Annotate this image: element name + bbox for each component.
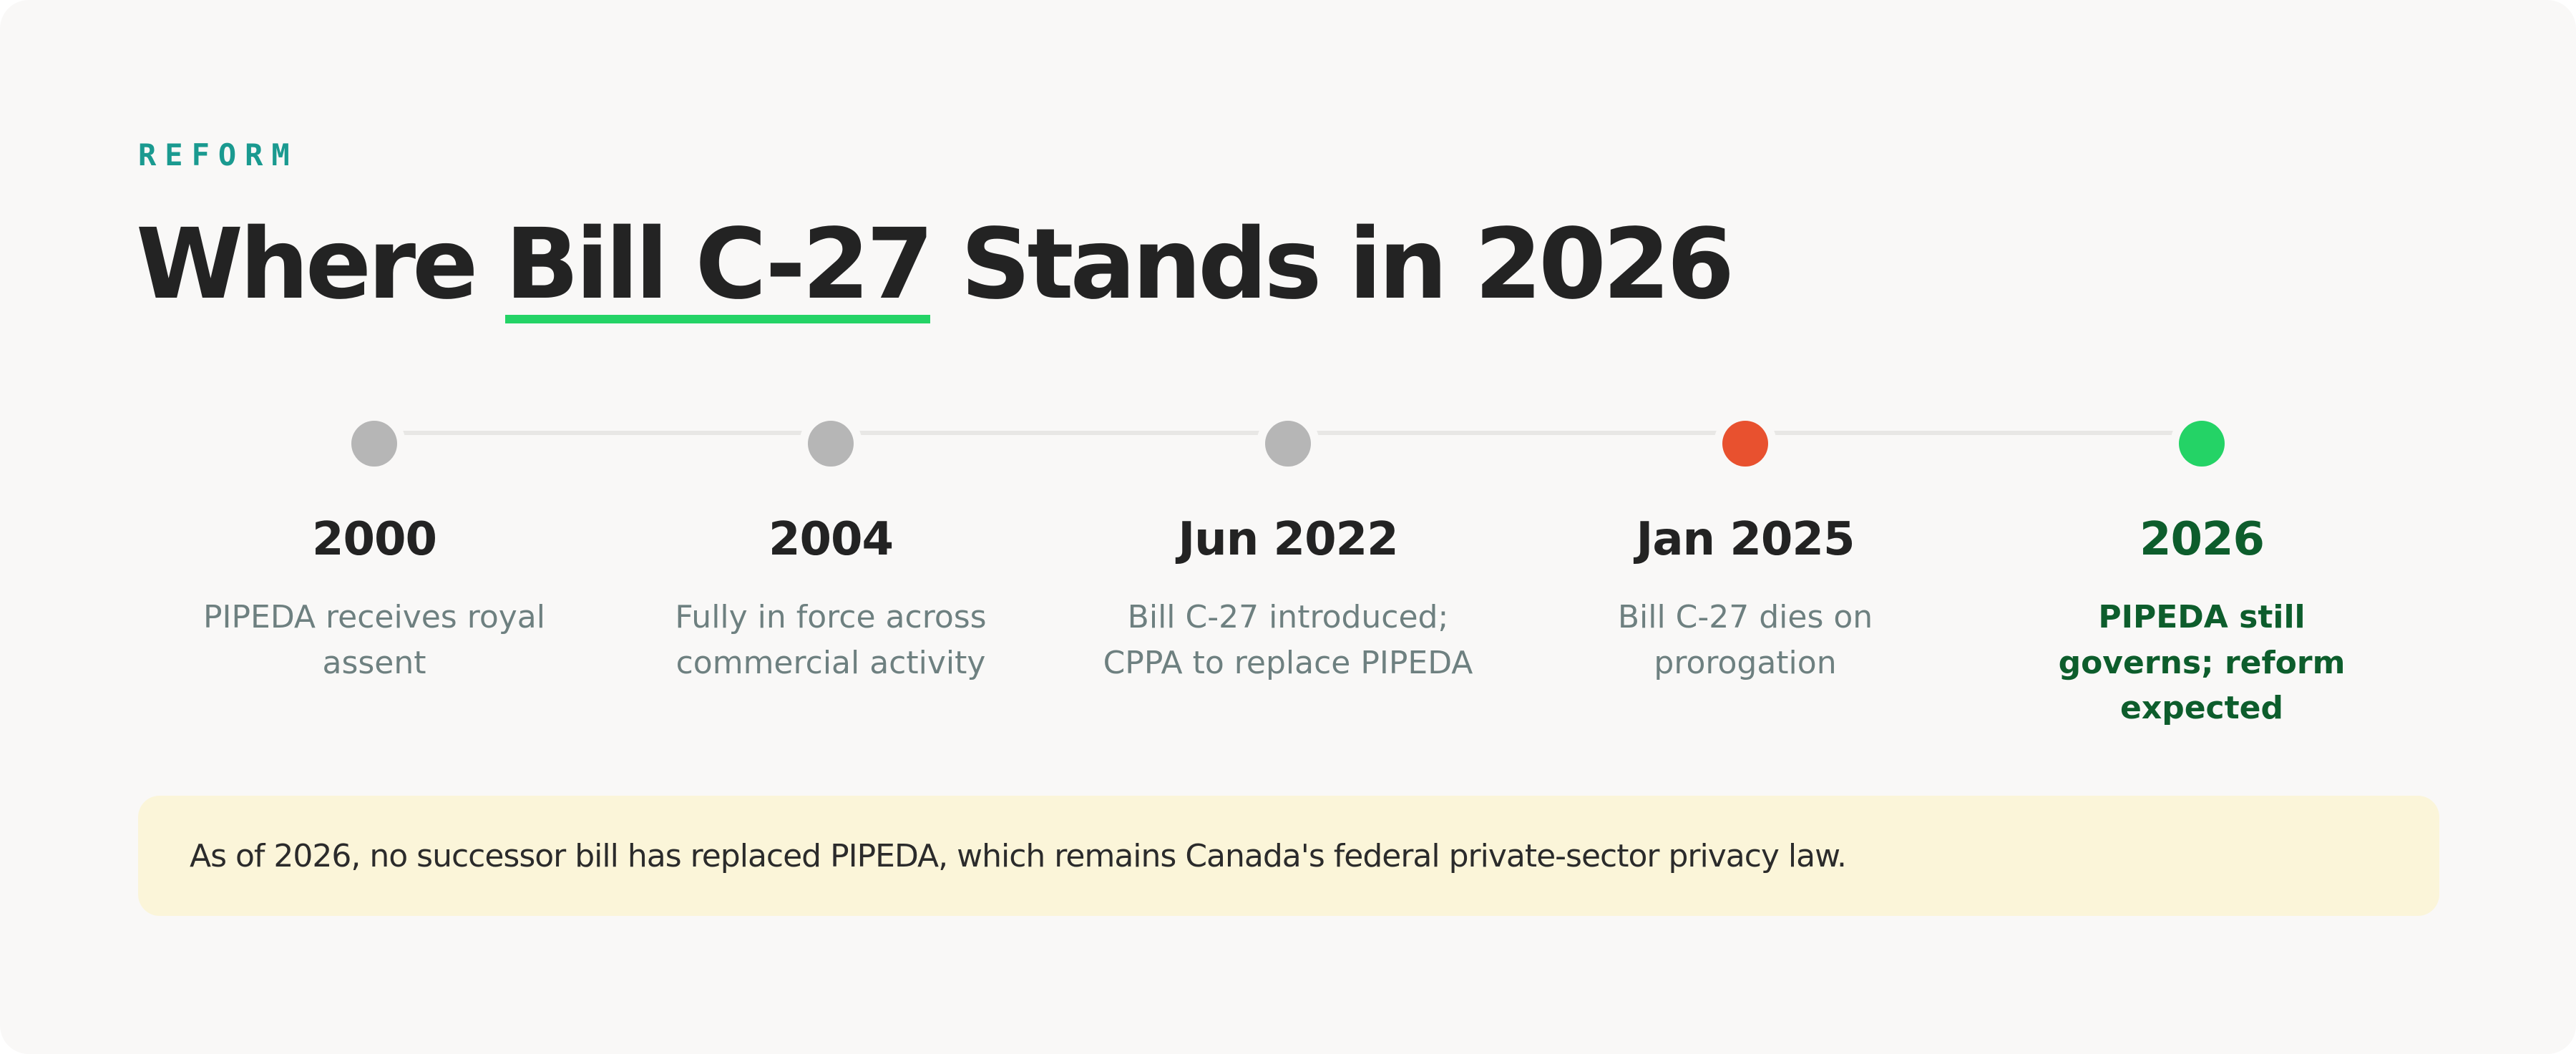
- timeline-dot: [351, 421, 397, 467]
- summary-callout: As of 2026, no successor bill has replac…: [138, 796, 2439, 916]
- stage-description: Bill C-27 introduced; CPPA to replace PI…: [1103, 598, 1473, 681]
- timeline-dot: [1722, 421, 1768, 467]
- stage-description: PIPEDA receives royal assent: [203, 598, 545, 681]
- timeline-stage-jun-2022: Jun 2022 Bill C-27 introduced; CPPA to r…: [1095, 421, 1481, 685]
- timeline-dot: [2179, 421, 2225, 467]
- stage-year: 2026: [2139, 513, 2265, 566]
- stage-year: 2004: [768, 513, 894, 566]
- title-suffix: Stands in 2026: [930, 208, 1735, 321]
- timeline-stage-2004: 2004 Fully in force across commercial ac…: [638, 421, 1024, 685]
- stage-description: PIPEDA still governs; reform expected: [2058, 598, 2346, 727]
- timeline-dot: [1265, 421, 1311, 467]
- page-title: Where Bill C-27 Stands in 2026: [136, 211, 1735, 323]
- timeline-stage-jan-2025: Jan 2025 Bill C-27 dies on prorogation: [1552, 421, 1938, 685]
- title-highlight: Bill C-27: [504, 215, 934, 323]
- timeline-dot: [808, 421, 854, 467]
- callout-text: As of 2026, no successor bill has replac…: [190, 837, 1847, 874]
- stage-description: Bill C-27 dies on prorogation: [1617, 598, 1873, 681]
- timeline-stage-2000: 2000 PIPEDA receives royal assent: [181, 421, 567, 685]
- timeline-stage-2026: 2026 PIPEDA still governs; reform expect…: [2009, 421, 2395, 731]
- stage-year: Jun 2022: [1178, 513, 1398, 566]
- section-eyebrow: REFORM: [138, 137, 298, 172]
- title-prefix: Where: [136, 208, 505, 321]
- stage-year: Jan 2025: [1636, 513, 1855, 566]
- stage-year: 2000: [311, 513, 437, 566]
- stage-description: Fully in force across commercial activit…: [675, 598, 987, 681]
